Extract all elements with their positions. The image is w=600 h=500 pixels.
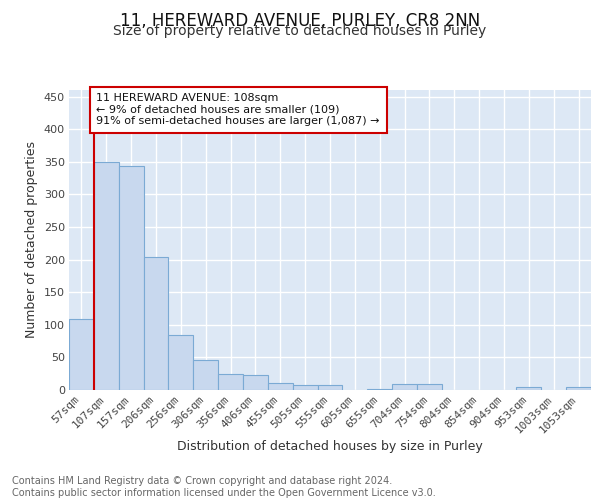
Bar	[392, 384, 417, 390]
Bar	[143, 257, 169, 390]
Bar	[69, 319, 94, 390]
Bar	[517, 386, 541, 390]
Bar	[94, 162, 119, 390]
Bar	[119, 166, 143, 390]
Text: Size of property relative to detached houses in Purley: Size of property relative to detached ho…	[113, 24, 487, 38]
Bar	[243, 375, 268, 390]
Bar	[193, 360, 218, 390]
Y-axis label: Number of detached properties: Number of detached properties	[25, 142, 38, 338]
Bar	[566, 388, 591, 390]
Bar	[293, 386, 317, 390]
Bar	[317, 385, 343, 390]
Bar	[218, 374, 243, 390]
Bar	[417, 384, 442, 390]
Text: 11, HEREWARD AVENUE, PURLEY, CR8 2NN: 11, HEREWARD AVENUE, PURLEY, CR8 2NN	[120, 12, 480, 30]
Bar	[169, 335, 193, 390]
Text: 11 HEREWARD AVENUE: 108sqm
← 9% of detached houses are smaller (109)
91% of semi: 11 HEREWARD AVENUE: 108sqm ← 9% of detac…	[97, 94, 380, 126]
Bar	[268, 383, 293, 390]
Text: Contains HM Land Registry data © Crown copyright and database right 2024.
Contai: Contains HM Land Registry data © Crown c…	[12, 476, 436, 498]
X-axis label: Distribution of detached houses by size in Purley: Distribution of detached houses by size …	[177, 440, 483, 453]
